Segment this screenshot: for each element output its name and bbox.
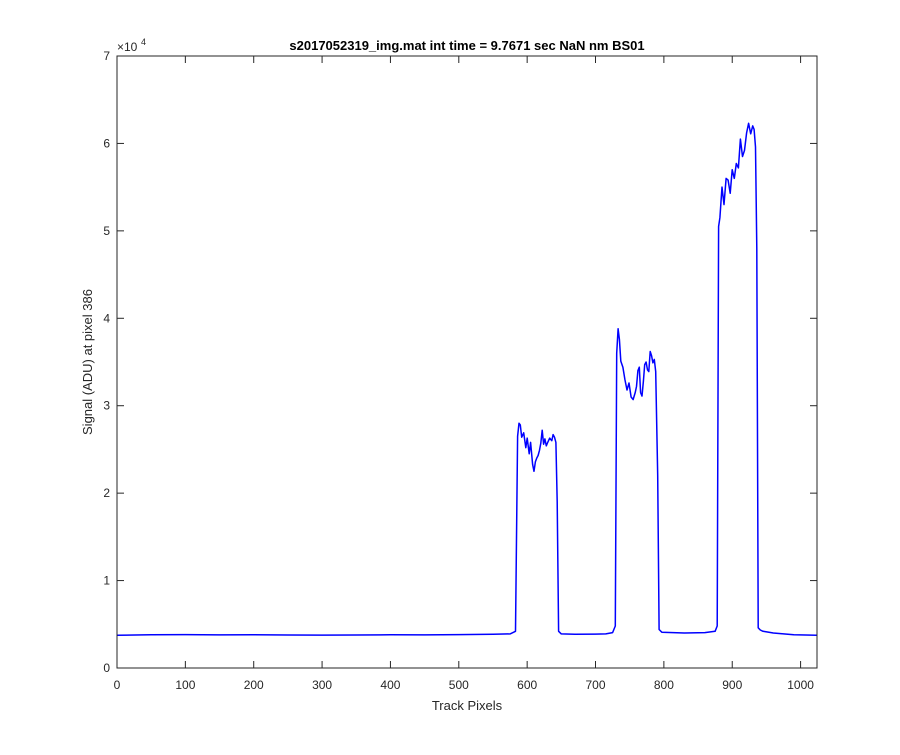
y-tick-label: 3 <box>103 399 110 413</box>
series-line-1 <box>116 122 818 636</box>
y-tick-label: 7 <box>103 49 110 63</box>
x-tick-label: 1000 <box>787 678 814 692</box>
x-tick-label: 100 <box>175 678 195 692</box>
y-exponent-power: 4 <box>141 37 146 47</box>
plot-area-background <box>117 56 817 668</box>
y-tick-label: 2 <box>103 486 110 500</box>
y-tick-label: 6 <box>103 136 110 150</box>
tick-layer: 0 100 200 300 400 500 600 700 800 900 1000 0 1 2 3 4 5 6 7 <box>103 49 817 692</box>
y-tick-label: 5 <box>103 224 110 238</box>
plot-area-frame <box>116 55 818 669</box>
y-tick-label: 4 <box>103 311 110 325</box>
chart-title: s2017052319_img.mat int time = 9.7671 se… <box>289 38 644 53</box>
x-tick-label: 300 <box>312 678 332 692</box>
y-tick-label: 0 <box>103 661 110 675</box>
x-tick-label: 400 <box>380 678 400 692</box>
x-axis-label: Track Pixels <box>432 698 503 713</box>
x-tick-label: 700 <box>586 678 606 692</box>
x-tick-label: 600 <box>517 678 537 692</box>
x-tick-label: 800 <box>654 678 674 692</box>
data-layer <box>116 122 818 636</box>
x-tick-label: 200 <box>244 678 264 692</box>
y-axis-label: Signal (ADU) at pixel 386 <box>80 289 95 435</box>
y-exponent-base: ×10 <box>117 40 138 54</box>
x-tick-label: 0 <box>114 678 121 692</box>
x-tick-label: 500 <box>449 678 469 692</box>
x-tick-label: 900 <box>722 678 742 692</box>
y-tick-label: 1 <box>103 574 110 588</box>
